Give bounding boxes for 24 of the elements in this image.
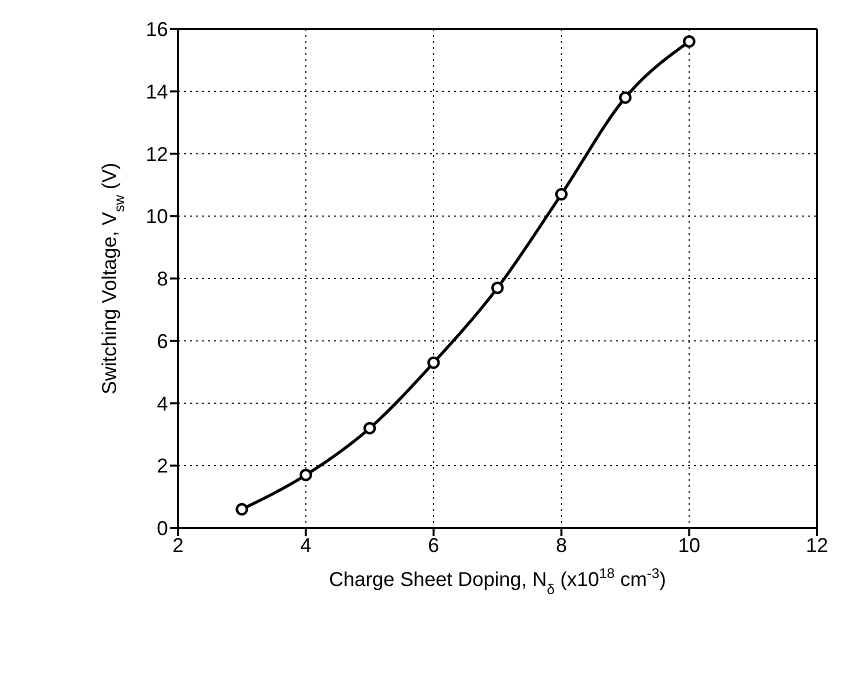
y-tick-label: 2 [156,456,168,478]
y-tick-label: 12 [146,144,168,166]
point [619,91,632,104]
x-tick-label: 10 [678,535,700,558]
y-tick-label: 10 [146,206,168,228]
y-tick-label: 0 [156,518,168,540]
x-tick-label: 4 [300,535,312,558]
y-tick-label: 16 [146,19,168,42]
y-tick-label: 8 [156,268,168,291]
point [555,188,568,201]
point [300,468,312,482]
point [427,356,440,369]
y-tick-label: 4 [156,393,168,416]
y-tick-label: 14 [146,81,168,104]
x-tick-label: 2 [172,535,184,558]
point [682,35,696,48]
point [363,422,376,434]
x-tick-label: 12 [806,535,828,558]
x-axis-title: Charge Sheet Doping, N$_{δ}$ (x10$^{18}$ cm$^{-3}$) [328,565,666,597]
x-tick-label: 6 [428,535,440,558]
x-tick-label: 8 [556,535,567,558]
point [236,503,248,516]
y-tick-label: 6 [156,330,168,353]
point [491,282,504,294]
